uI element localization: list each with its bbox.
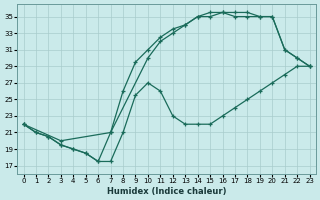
X-axis label: Humidex (Indice chaleur): Humidex (Indice chaleur)	[107, 187, 226, 196]
